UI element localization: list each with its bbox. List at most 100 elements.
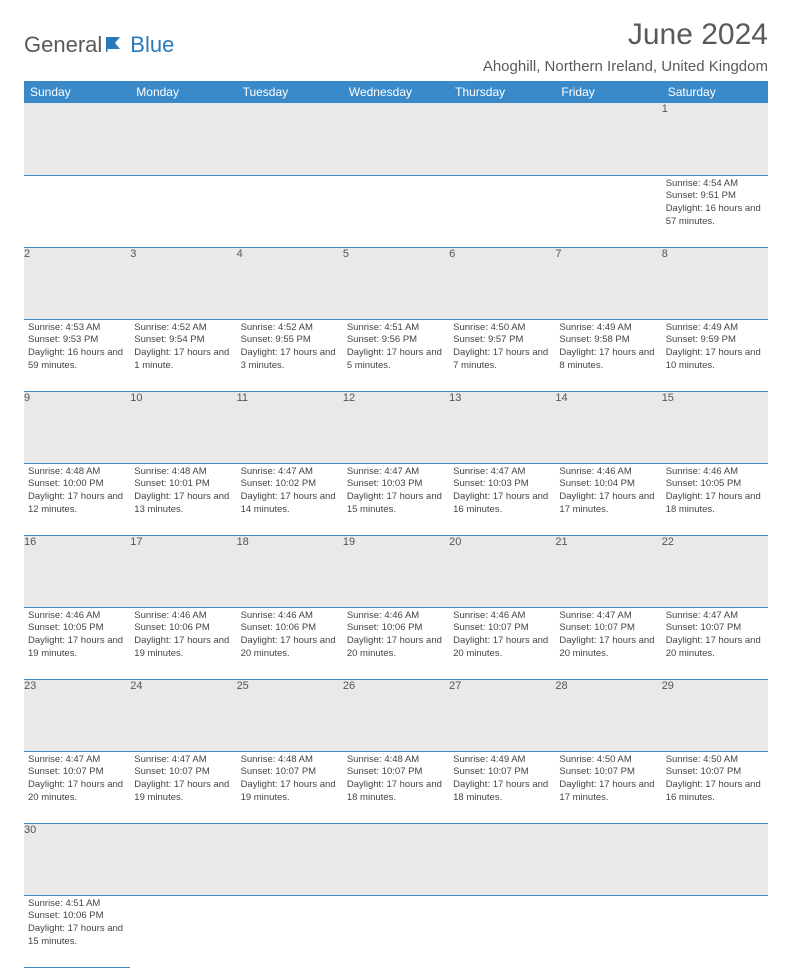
sunrise-text: Sunrise: 4:51 AM <box>347 322 445 335</box>
calendar-body: 1Sunrise: 4:54 AMSunset: 9:51 PMDaylight… <box>24 103 768 967</box>
daylight-text: Daylight: 17 hours and 20 minutes. <box>241 635 339 661</box>
day-number-cell: 28 <box>555 679 661 751</box>
day-details: Sunrise: 4:46 AMSunset: 10:04 PMDaylight… <box>555 464 661 519</box>
day-content-cell <box>343 895 449 967</box>
day-header: Saturday <box>662 81 768 103</box>
sunset-text: Sunset: 10:07 PM <box>453 766 551 779</box>
day-details: Sunrise: 4:51 AMSunset: 9:56 PMDaylight:… <box>343 320 449 375</box>
sunset-text: Sunset: 9:57 PM <box>453 334 551 347</box>
sunset-text: Sunset: 10:07 PM <box>453 622 551 635</box>
daylight-text: Daylight: 17 hours and 14 minutes. <box>241 491 339 517</box>
daylight-text: Daylight: 17 hours and 18 minutes. <box>666 491 764 517</box>
day-content-cell: Sunrise: 4:47 AMSunset: 10:03 PMDaylight… <box>343 463 449 535</box>
sunset-text: Sunset: 10:03 PM <box>453 478 551 491</box>
daylight-text: Daylight: 17 hours and 20 minutes. <box>453 635 551 661</box>
day-content-cell: Sunrise: 4:51 AMSunset: 9:56 PMDaylight:… <box>343 319 449 391</box>
sunset-text: Sunset: 10:01 PM <box>134 478 232 491</box>
sunrise-text: Sunrise: 4:48 AM <box>347 754 445 767</box>
day-content-cell <box>24 175 130 247</box>
day-details: Sunrise: 4:49 AMSunset: 10:07 PMDaylight… <box>449 752 555 807</box>
day-number-cell <box>130 823 236 895</box>
day-content-cell <box>555 895 661 967</box>
sunset-text: Sunset: 10:04 PM <box>559 478 657 491</box>
day-header: Friday <box>555 81 661 103</box>
location-text: Ahoghill, Northern Ireland, United Kingd… <box>483 58 768 75</box>
day-details: Sunrise: 4:47 AMSunset: 10:07 PMDaylight… <box>24 752 130 807</box>
sunrise-text: Sunrise: 4:49 AM <box>559 322 657 335</box>
day-number-cell: 15 <box>662 391 768 463</box>
day-number-cell <box>237 103 343 175</box>
day-content-cell: Sunrise: 4:46 AMSunset: 10:06 PMDaylight… <box>237 607 343 679</box>
day-number-cell: 6 <box>449 247 555 319</box>
daylight-text: Daylight: 17 hours and 13 minutes. <box>134 491 232 517</box>
day-number-cell: 1 <box>662 103 768 175</box>
daylight-text: Daylight: 17 hours and 12 minutes. <box>28 491 126 517</box>
sunset-text: Sunset: 9:58 PM <box>559 334 657 347</box>
daylight-text: Daylight: 17 hours and 15 minutes. <box>347 491 445 517</box>
daylight-text: Daylight: 16 hours and 57 minutes. <box>666 203 764 229</box>
day-number-cell: 4 <box>237 247 343 319</box>
day-header: Wednesday <box>343 81 449 103</box>
day-details: Sunrise: 4:49 AMSunset: 9:59 PMDaylight:… <box>662 320 768 375</box>
day-content-cell: Sunrise: 4:47 AMSunset: 10:07 PMDaylight… <box>24 751 130 823</box>
day-details: Sunrise: 4:47 AMSunset: 10:07 PMDaylight… <box>555 608 661 663</box>
day-header: Thursday <box>449 81 555 103</box>
daylight-text: Daylight: 17 hours and 20 minutes. <box>559 635 657 661</box>
day-details: Sunrise: 4:50 AMSunset: 10:07 PMDaylight… <box>555 752 661 807</box>
daycontent-row: Sunrise: 4:54 AMSunset: 9:51 PMDaylight:… <box>24 175 768 247</box>
sunrise-text: Sunrise: 4:47 AM <box>134 754 232 767</box>
day-number-cell: 23 <box>24 679 130 751</box>
day-number-cell: 2 <box>24 247 130 319</box>
day-details: Sunrise: 4:51 AMSunset: 10:06 PMDaylight… <box>24 896 130 951</box>
day-number-cell: 26 <box>343 679 449 751</box>
sunset-text: Sunset: 10:07 PM <box>666 766 764 779</box>
day-number-cell: 17 <box>130 535 236 607</box>
day-content-cell: Sunrise: 4:46 AMSunset: 10:07 PMDaylight… <box>449 607 555 679</box>
sunset-text: Sunset: 10:07 PM <box>559 766 657 779</box>
day-content-cell: Sunrise: 4:46 AMSunset: 10:05 PMDaylight… <box>662 463 768 535</box>
sunset-text: Sunset: 10:07 PM <box>559 622 657 635</box>
day-header: Monday <box>130 81 236 103</box>
logo: General Blue <box>24 32 174 58</box>
day-content-cell: Sunrise: 4:54 AMSunset: 9:51 PMDaylight:… <box>662 175 768 247</box>
daylight-text: Daylight: 17 hours and 3 minutes. <box>241 347 339 373</box>
day-content-cell: Sunrise: 4:47 AMSunset: 10:03 PMDaylight… <box>449 463 555 535</box>
day-content-cell: Sunrise: 4:51 AMSunset: 10:06 PMDaylight… <box>24 895 130 967</box>
sunrise-text: Sunrise: 4:48 AM <box>28 466 126 479</box>
day-content-cell <box>237 175 343 247</box>
day-number-cell <box>555 103 661 175</box>
daylight-text: Daylight: 17 hours and 16 minutes. <box>453 491 551 517</box>
sunrise-text: Sunrise: 4:47 AM <box>666 610 764 623</box>
month-title: June 2024 <box>483 18 768 52</box>
day-number-cell: 8 <box>662 247 768 319</box>
sunrise-text: Sunrise: 4:46 AM <box>241 610 339 623</box>
sunset-text: Sunset: 10:05 PM <box>666 478 764 491</box>
day-details: Sunrise: 4:48 AMSunset: 10:00 PMDaylight… <box>24 464 130 519</box>
day-details: Sunrise: 4:49 AMSunset: 9:58 PMDaylight:… <box>555 320 661 375</box>
daylight-text: Daylight: 17 hours and 19 minutes. <box>28 635 126 661</box>
sunrise-text: Sunrise: 4:47 AM <box>347 466 445 479</box>
day-number-cell: 29 <box>662 679 768 751</box>
day-details: Sunrise: 4:46 AMSunset: 10:06 PMDaylight… <box>130 608 236 663</box>
daylight-text: Daylight: 17 hours and 20 minutes. <box>666 635 764 661</box>
daylight-text: Daylight: 17 hours and 5 minutes. <box>347 347 445 373</box>
sunrise-text: Sunrise: 4:47 AM <box>241 466 339 479</box>
day-content-cell <box>662 895 768 967</box>
day-number-cell: 13 <box>449 391 555 463</box>
day-details: Sunrise: 4:47 AMSunset: 10:03 PMDaylight… <box>449 464 555 519</box>
sunset-text: Sunset: 10:02 PM <box>241 478 339 491</box>
day-number-cell: 10 <box>130 391 236 463</box>
daycontent-row: Sunrise: 4:53 AMSunset: 9:53 PMDaylight:… <box>24 319 768 391</box>
sunset-text: Sunset: 10:07 PM <box>28 766 126 779</box>
day-number-cell: 3 <box>130 247 236 319</box>
day-number-cell: 20 <box>449 535 555 607</box>
sunset-text: Sunset: 9:59 PM <box>666 334 764 347</box>
day-details: Sunrise: 4:48 AMSunset: 10:07 PMDaylight… <box>343 752 449 807</box>
day-number-cell <box>449 103 555 175</box>
day-content-cell: Sunrise: 4:48 AMSunset: 10:07 PMDaylight… <box>343 751 449 823</box>
day-content-cell: Sunrise: 4:50 AMSunset: 10:07 PMDaylight… <box>662 751 768 823</box>
daycontent-row: Sunrise: 4:51 AMSunset: 10:06 PMDaylight… <box>24 895 768 967</box>
sunrise-text: Sunrise: 4:46 AM <box>666 466 764 479</box>
day-number-cell: 7 <box>555 247 661 319</box>
daylight-text: Daylight: 17 hours and 20 minutes. <box>28 779 126 805</box>
